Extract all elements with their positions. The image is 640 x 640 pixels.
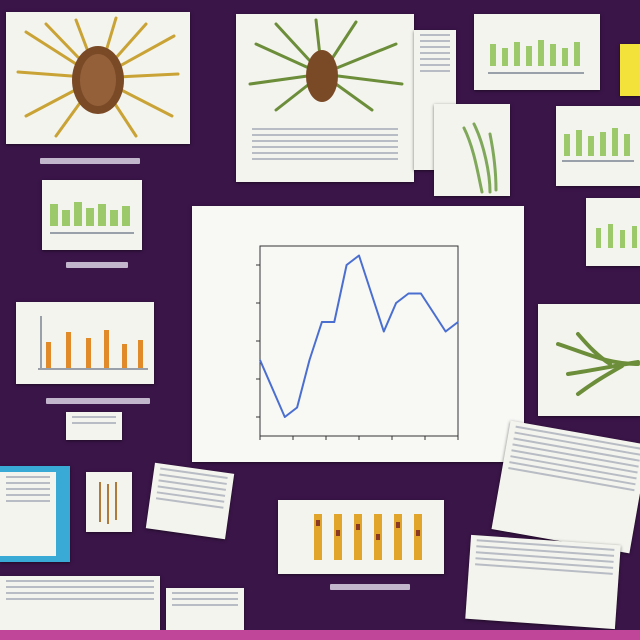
sticky-note: [620, 44, 640, 96]
plot-frame: [259, 245, 459, 437]
line-chart: [256, 245, 459, 440]
caption-1: [40, 156, 140, 166]
data-point: [370, 292, 373, 295]
document-page-3: [491, 420, 640, 554]
specimen-illustration-icon: [248, 18, 404, 112]
bar-chart-thumbnail-2: [556, 106, 640, 186]
label-card: [66, 412, 122, 440]
specimen-illustration-icon: [556, 332, 640, 396]
bar-chart-thumbnail-icon: [596, 224, 637, 248]
data-point: [420, 292, 422, 295]
caption-4: [330, 584, 410, 592]
bar-chart-thumbnail-icon: [314, 514, 422, 560]
specimen-card-4: [538, 304, 640, 416]
data-point: [444, 330, 447, 333]
data-point: [283, 416, 286, 418]
main-chart-card: [192, 206, 524, 462]
document-page-4: [465, 534, 621, 630]
specimen-card-2: [236, 14, 414, 182]
data-point: [259, 359, 261, 361]
bar-chart-thumbnail-icon: [562, 128, 634, 162]
specimen-illustration-icon: [16, 16, 180, 138]
specimen-illustration-icon: [462, 122, 498, 194]
document-page-2: [145, 462, 235, 540]
specimen-card-3: [434, 104, 510, 196]
data-point: [333, 321, 336, 323]
data-point: [457, 321, 459, 323]
caption-3: [46, 398, 150, 406]
bar-chart-thumbnail-5: [586, 198, 640, 266]
data-point: [321, 321, 323, 323]
specimen-card-1: [6, 12, 190, 144]
bar-chart-thumbnail-4: [16, 302, 154, 384]
bar-chart-thumbnail-icon: [38, 316, 148, 370]
data-point: [407, 292, 410, 295]
data-point: [271, 387, 274, 390]
data-point: [308, 359, 311, 361]
bar-chart-thumbnail-6: [278, 500, 444, 574]
data-point: [358, 254, 360, 257]
bar-chart-thumbnail-3: [42, 180, 142, 250]
caption-2: [66, 262, 128, 270]
data-point: [345, 264, 348, 266]
bar-chart-thumbnail-icon: [50, 202, 134, 234]
data-point: [432, 311, 435, 314]
data-point: [296, 406, 298, 409]
bar-chart-thumbnail-1: [474, 14, 600, 90]
document-page-6: [166, 588, 244, 632]
series-line: [259, 254, 459, 418]
document-page-5: [0, 576, 160, 632]
folder: [0, 466, 70, 562]
bar-chart-thumbnail-icon: [488, 40, 584, 74]
data-point: [395, 302, 397, 304]
specimen-illustration-icon: [99, 482, 117, 524]
specimen-card-5: [86, 472, 132, 532]
data-point: [382, 330, 385, 333]
